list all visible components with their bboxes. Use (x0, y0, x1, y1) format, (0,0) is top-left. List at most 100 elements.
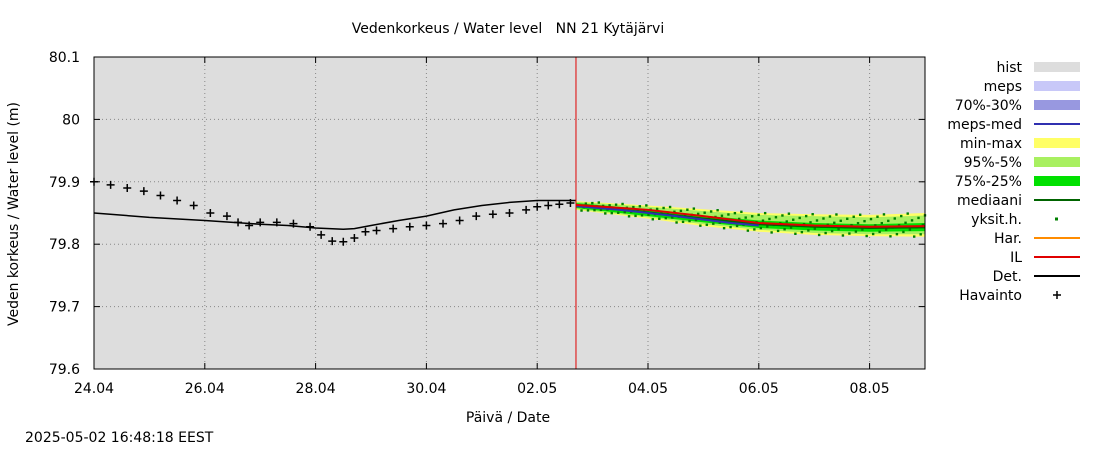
member-point (580, 209, 583, 212)
member-point (597, 201, 601, 204)
observation-point (472, 212, 481, 221)
member-point (712, 222, 715, 225)
member-point (880, 221, 883, 225)
x-tick-label: 06.05 (739, 381, 779, 397)
member-point (645, 204, 648, 207)
observation-point (206, 209, 215, 217)
member-point (681, 220, 685, 224)
observation-point (222, 212, 231, 221)
x-tick-label: 26.04 (185, 381, 225, 397)
member-point (839, 219, 842, 223)
member-point (902, 230, 905, 234)
member-point (664, 216, 667, 220)
member-point (804, 214, 808, 218)
member-point (815, 219, 819, 222)
member-point (865, 234, 868, 238)
member-point (668, 205, 672, 209)
member-point (887, 219, 890, 223)
member-point (889, 235, 892, 238)
member-point (608, 204, 611, 207)
member-point (599, 208, 603, 212)
observation-point (306, 222, 315, 231)
member-point (895, 232, 899, 236)
x-tick-label: 24.04 (74, 381, 114, 397)
member-point (906, 212, 909, 215)
observation-point (544, 201, 553, 210)
member-point (917, 216, 920, 220)
member-point (809, 221, 812, 224)
member-point (919, 233, 922, 236)
member-point (658, 217, 661, 220)
member-point (807, 229, 810, 232)
legend-label: mediaani (957, 193, 1022, 209)
member-point (729, 225, 732, 229)
observation-point (339, 237, 348, 246)
member-point (634, 214, 637, 218)
member-point (768, 217, 771, 221)
member-point (617, 211, 620, 214)
member-point (856, 221, 860, 225)
member-point (621, 202, 624, 206)
x-axis-label: Päivä / Date (466, 410, 550, 426)
member-point (750, 215, 754, 218)
member-point (850, 223, 853, 227)
member-point (787, 212, 791, 215)
legend-swatch (1034, 157, 1080, 167)
member-point (627, 215, 631, 218)
member-point (774, 216, 778, 219)
member-point (673, 210, 676, 213)
member-point (638, 205, 642, 208)
legend-label: Havainto (959, 288, 1022, 304)
member-point (761, 219, 765, 222)
observation-point (189, 201, 198, 210)
y-axis-label: Veden korkeus / Water level (m) (6, 102, 22, 326)
member-point (781, 214, 784, 217)
member-point (614, 203, 618, 206)
member-point (800, 230, 804, 234)
legend-label: min-max (960, 136, 1022, 152)
legend-swatch (1034, 62, 1080, 72)
member-point (785, 220, 788, 223)
legend-label: meps-med (947, 117, 1022, 133)
member-point (640, 214, 644, 217)
member-point (848, 232, 851, 235)
member-point (688, 219, 691, 223)
member-point (705, 223, 709, 226)
member-point (824, 231, 827, 235)
member-point (759, 226, 763, 230)
legend-swatch (1034, 138, 1080, 148)
member-point (828, 215, 832, 218)
observation-point (505, 209, 514, 217)
legend-label: 75%-25% (955, 174, 1022, 190)
member-point (811, 213, 814, 216)
member-point (813, 227, 817, 230)
member-point (675, 221, 678, 224)
observation-point (350, 233, 359, 242)
legend-label: 95%-5% (964, 155, 1022, 171)
y-tick-label: 80 (62, 112, 80, 128)
member-point (623, 211, 626, 214)
member-point (694, 219, 698, 222)
member-point (593, 208, 596, 212)
member-point (871, 232, 875, 236)
legend-swatch (1034, 100, 1080, 110)
member-point (744, 216, 747, 219)
observation-point (272, 218, 281, 227)
observation-point (245, 221, 254, 230)
y-tick-label: 79.6 (49, 362, 80, 378)
member-point (662, 206, 665, 210)
observation-point (123, 184, 132, 193)
member-point (753, 228, 756, 231)
member-point (707, 216, 711, 220)
member-point (897, 223, 901, 227)
member-point (822, 217, 825, 220)
x-tick-label: 30.04 (406, 381, 446, 397)
legend-label: hist (996, 60, 1022, 76)
member-point (910, 219, 914, 222)
member-point (692, 207, 696, 210)
member-point (826, 223, 829, 226)
member-point (679, 209, 683, 213)
member-point (716, 209, 719, 212)
member-point (651, 218, 655, 221)
